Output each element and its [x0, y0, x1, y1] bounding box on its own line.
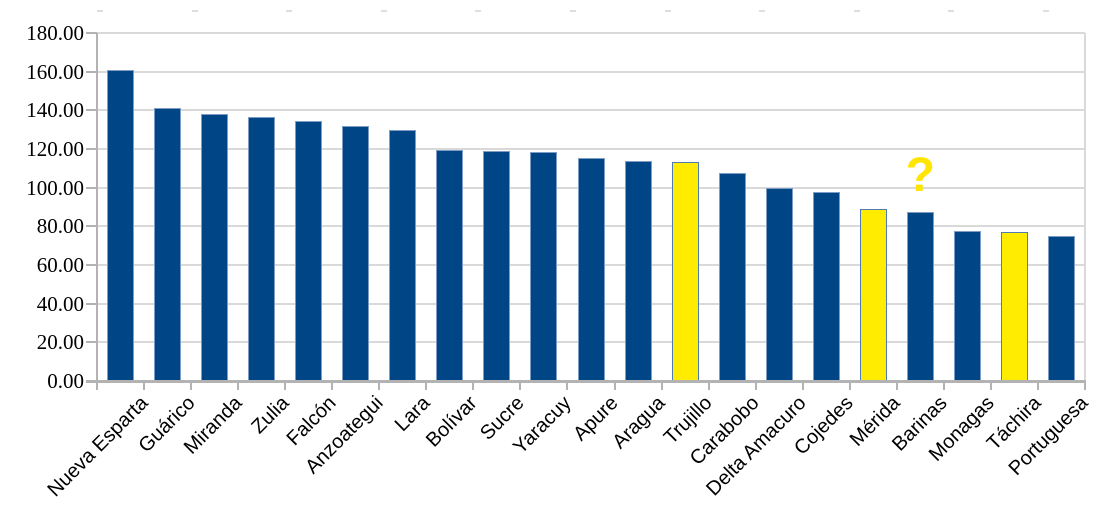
x-axis-tick: [754, 382, 757, 390]
x-axis-tick: [378, 382, 381, 390]
x-axis-tick: [801, 382, 804, 390]
x-axis-tick: [613, 382, 616, 390]
x-axis-tick: [895, 382, 898, 390]
bar-barinas: [906, 211, 934, 381]
y-axis-tick: [86, 225, 97, 228]
bar-anzoategui: [342, 125, 370, 381]
top-edge-artifact-tick: [948, 10, 955, 12]
y-gridline: [97, 148, 1085, 150]
y-axis-line: [96, 33, 98, 381]
top-edge-artifact-tick: [97, 10, 103, 12]
y-axis-tick-label: 160.00: [26, 59, 84, 84]
x-axis-tick: [237, 382, 240, 390]
x-axis-tick: [284, 382, 287, 390]
x-axis-tick: [519, 382, 522, 390]
x-axis-tick: [425, 382, 428, 390]
top-edge-artifact-tick: [286, 10, 293, 12]
bar-falcón: [295, 120, 323, 381]
y-axis-tick-label: 140.00: [26, 98, 84, 123]
y-axis-tick: [86, 70, 97, 73]
bar-monagas: [953, 231, 981, 381]
top-edge-artifact-tick: [380, 10, 387, 12]
bar-aragua: [624, 160, 652, 381]
bar-zulia: [248, 117, 276, 381]
x-axis-tick: [989, 382, 992, 390]
x-axis-tick: [566, 382, 569, 390]
bar-apure: [577, 157, 605, 381]
bar-delta-amacuro: [765, 187, 793, 381]
y-axis-tick-label: 0.00: [47, 369, 84, 393]
bar-guárico: [154, 108, 182, 381]
bar-cojedes: [812, 191, 840, 381]
y-axis-tick-label: 20.00: [36, 330, 84, 355]
top-edge-artifact-tick: [853, 10, 860, 12]
y-gridline: [97, 109, 1085, 112]
top-edge-artifact-tick: [570, 10, 576, 12]
x-axis-baseline: [86, 380, 1086, 383]
x-axis-tick: [143, 382, 146, 390]
x-axis-tick: [707, 382, 710, 390]
y-axis-tick-label: 120.00: [26, 137, 84, 161]
x-axis-tick: [660, 382, 663, 390]
bar-sucre: [483, 150, 511, 381]
plot-right-border: [1084, 33, 1086, 381]
y-gridline: [97, 32, 1085, 34]
y-axis-tick-label: 180.00: [26, 21, 84, 45]
x-axis-tick: [848, 382, 851, 390]
bar-miranda: [201, 114, 229, 381]
x-axis-tick: [1084, 382, 1086, 390]
bar-mérida: [859, 208, 887, 381]
y-axis-tick: [86, 148, 97, 150]
bar-trujillo: [671, 161, 699, 381]
y-gridline: [97, 70, 1085, 73]
x-axis-tick: [942, 382, 945, 390]
x-axis-tick: [96, 382, 98, 390]
bar-portuguesa: [1047, 236, 1075, 381]
y-axis-tick-label: 100.00: [26, 175, 84, 200]
top-edge-artifact-tick: [759, 10, 766, 12]
bar-yaracuy: [530, 151, 558, 381]
x-axis-tick: [1036, 382, 1039, 390]
x-axis-tick: [472, 382, 475, 390]
x-axis-tick: [190, 382, 193, 390]
top-edge-artifact-tick: [1043, 10, 1049, 12]
annotation-question-mark: ?: [905, 149, 935, 202]
top-edge-artifact-tick: [664, 10, 671, 12]
top-edge-artifact-tick: [475, 10, 482, 12]
bar-carabobo: [718, 173, 746, 381]
y-axis-tick: [86, 109, 97, 112]
bar-táchira: [1000, 232, 1028, 381]
x-axis-tick: [331, 382, 334, 390]
y-axis-tick-label: 40.00: [36, 291, 84, 316]
bar-lara: [389, 129, 417, 381]
y-axis-tick-label: 80.00: [36, 214, 84, 239]
top-edge-artifact-tick: [191, 10, 198, 12]
y-axis-tick: [86, 186, 97, 189]
y-axis-tick: [86, 32, 97, 34]
y-axis-tick: [86, 302, 97, 305]
bar-nueva-esparta: [107, 69, 135, 381]
y-axis-tick: [86, 264, 97, 266]
bar-bolívar: [436, 149, 464, 381]
y-axis-tick-label: 60.00: [36, 253, 84, 277]
y-axis-tick: [86, 341, 97, 344]
